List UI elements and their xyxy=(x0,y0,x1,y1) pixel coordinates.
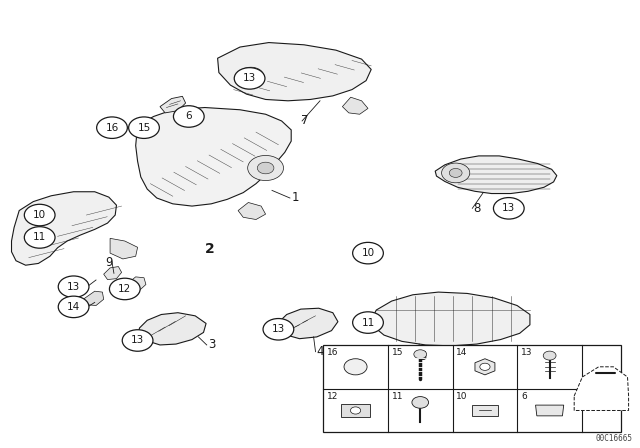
Text: 13: 13 xyxy=(67,282,80,292)
Circle shape xyxy=(449,168,462,177)
Polygon shape xyxy=(160,96,186,113)
Polygon shape xyxy=(218,43,371,101)
Circle shape xyxy=(238,67,264,85)
Circle shape xyxy=(351,407,361,414)
Text: 10: 10 xyxy=(362,248,374,258)
Polygon shape xyxy=(342,404,370,417)
Polygon shape xyxy=(12,192,116,265)
Circle shape xyxy=(109,278,140,300)
Text: 5: 5 xyxy=(419,349,427,363)
Circle shape xyxy=(442,163,470,183)
Polygon shape xyxy=(136,108,291,206)
Circle shape xyxy=(24,227,55,248)
Circle shape xyxy=(129,117,159,138)
Text: 10: 10 xyxy=(456,392,468,401)
Circle shape xyxy=(480,363,490,370)
Text: 1: 1 xyxy=(291,190,299,204)
Circle shape xyxy=(257,162,274,174)
Polygon shape xyxy=(372,292,530,346)
Text: 12: 12 xyxy=(118,284,131,294)
Text: 10: 10 xyxy=(33,210,46,220)
Text: 14: 14 xyxy=(456,349,468,358)
Text: 11: 11 xyxy=(33,233,46,242)
Text: 7: 7 xyxy=(301,114,308,128)
Text: 16: 16 xyxy=(327,349,339,358)
Text: 12: 12 xyxy=(327,392,339,401)
Text: 11: 11 xyxy=(392,392,403,401)
Polygon shape xyxy=(104,267,122,280)
Text: 3: 3 xyxy=(208,338,216,352)
Circle shape xyxy=(24,204,55,226)
Circle shape xyxy=(173,106,204,127)
Circle shape xyxy=(248,155,284,181)
Text: 14: 14 xyxy=(67,302,80,312)
Circle shape xyxy=(353,312,383,333)
Polygon shape xyxy=(83,291,104,306)
Text: 8: 8 xyxy=(474,202,481,215)
FancyBboxPatch shape xyxy=(323,345,621,432)
Text: 00C16665: 00C16665 xyxy=(595,434,632,443)
Circle shape xyxy=(493,198,524,219)
Text: 13: 13 xyxy=(521,349,532,358)
Circle shape xyxy=(234,68,265,89)
Polygon shape xyxy=(536,405,564,416)
Circle shape xyxy=(344,359,367,375)
Circle shape xyxy=(353,242,383,264)
Text: 16: 16 xyxy=(106,123,118,133)
Text: 13: 13 xyxy=(131,336,144,345)
Polygon shape xyxy=(110,238,138,259)
Text: 9: 9 xyxy=(106,255,113,269)
Text: 11: 11 xyxy=(362,318,374,327)
Text: 13: 13 xyxy=(243,73,256,83)
Circle shape xyxy=(414,350,427,359)
Polygon shape xyxy=(435,156,557,194)
Circle shape xyxy=(97,117,127,138)
Text: 2: 2 xyxy=(205,241,214,256)
Circle shape xyxy=(263,319,294,340)
Circle shape xyxy=(58,276,89,297)
Polygon shape xyxy=(128,277,146,290)
Polygon shape xyxy=(472,405,498,416)
Text: 15: 15 xyxy=(392,349,403,358)
Text: 13: 13 xyxy=(502,203,515,213)
Text: 6: 6 xyxy=(186,112,192,121)
Polygon shape xyxy=(342,97,368,114)
Polygon shape xyxy=(574,367,628,410)
Circle shape xyxy=(543,351,556,360)
Circle shape xyxy=(122,330,153,351)
Polygon shape xyxy=(238,202,266,220)
Circle shape xyxy=(412,396,429,408)
Polygon shape xyxy=(278,308,338,339)
Text: 4: 4 xyxy=(317,345,324,358)
Circle shape xyxy=(58,296,89,318)
Text: 13: 13 xyxy=(272,324,285,334)
Polygon shape xyxy=(475,359,495,375)
Polygon shape xyxy=(138,313,206,345)
Text: 6: 6 xyxy=(521,392,527,401)
Text: 15: 15 xyxy=(138,123,150,133)
